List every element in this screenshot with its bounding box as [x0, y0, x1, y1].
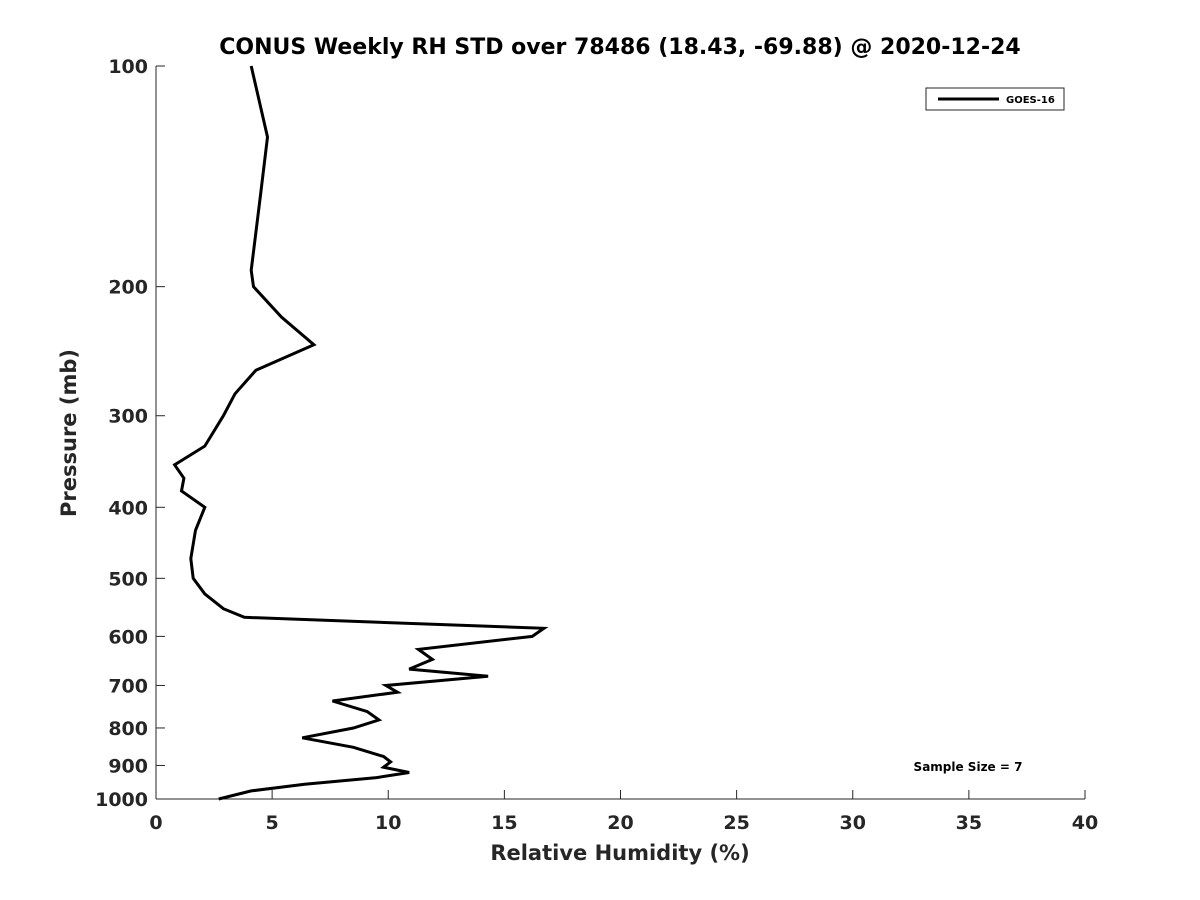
sample-size-annotation: Sample Size = 7: [914, 760, 1023, 774]
legend-label-goes-16: GOES-16: [1006, 95, 1055, 106]
y-axis-label: Pressure (mb): [57, 349, 81, 517]
y-tick-label: 800: [108, 718, 148, 740]
x-tick-label: 30: [840, 812, 866, 834]
y-tick-label: 400: [108, 497, 148, 519]
x-tick-label: 35: [956, 812, 982, 834]
x-tick-label: 40: [1072, 812, 1098, 834]
series-line-goes-16: [172, 65, 549, 801]
y-tick-label: 700: [108, 675, 148, 697]
x-ticks: 0 5 10 15 20 25 30 35 40: [149, 790, 1098, 834]
legend: GOES-16: [925, 87, 1065, 111]
chart-title: CONUS Weekly RH STD over 78486 (18.43, -…: [219, 35, 1020, 60]
x-tick-label: 20: [607, 812, 633, 834]
x-axis-label: Relative Humidity (%): [490, 841, 749, 865]
x-tick-label: 5: [266, 812, 279, 834]
x-tick-label: 25: [723, 812, 749, 834]
y-tick-label: 300: [108, 406, 148, 428]
x-tick-label: 15: [491, 812, 517, 834]
y-ticks: 100 200 300 400 500 600 700 800 900 1000: [95, 56, 165, 811]
y-tick-label: 900: [108, 755, 148, 777]
x-tick-label: 10: [375, 812, 401, 834]
y-tick-label: 200: [108, 277, 148, 299]
y-tick-label: 1000: [95, 789, 148, 811]
y-tick-label: 500: [108, 568, 148, 590]
y-tick-label: 600: [108, 626, 148, 648]
y-tick-label: 100: [108, 56, 148, 78]
x-tick-label: 0: [149, 812, 162, 834]
